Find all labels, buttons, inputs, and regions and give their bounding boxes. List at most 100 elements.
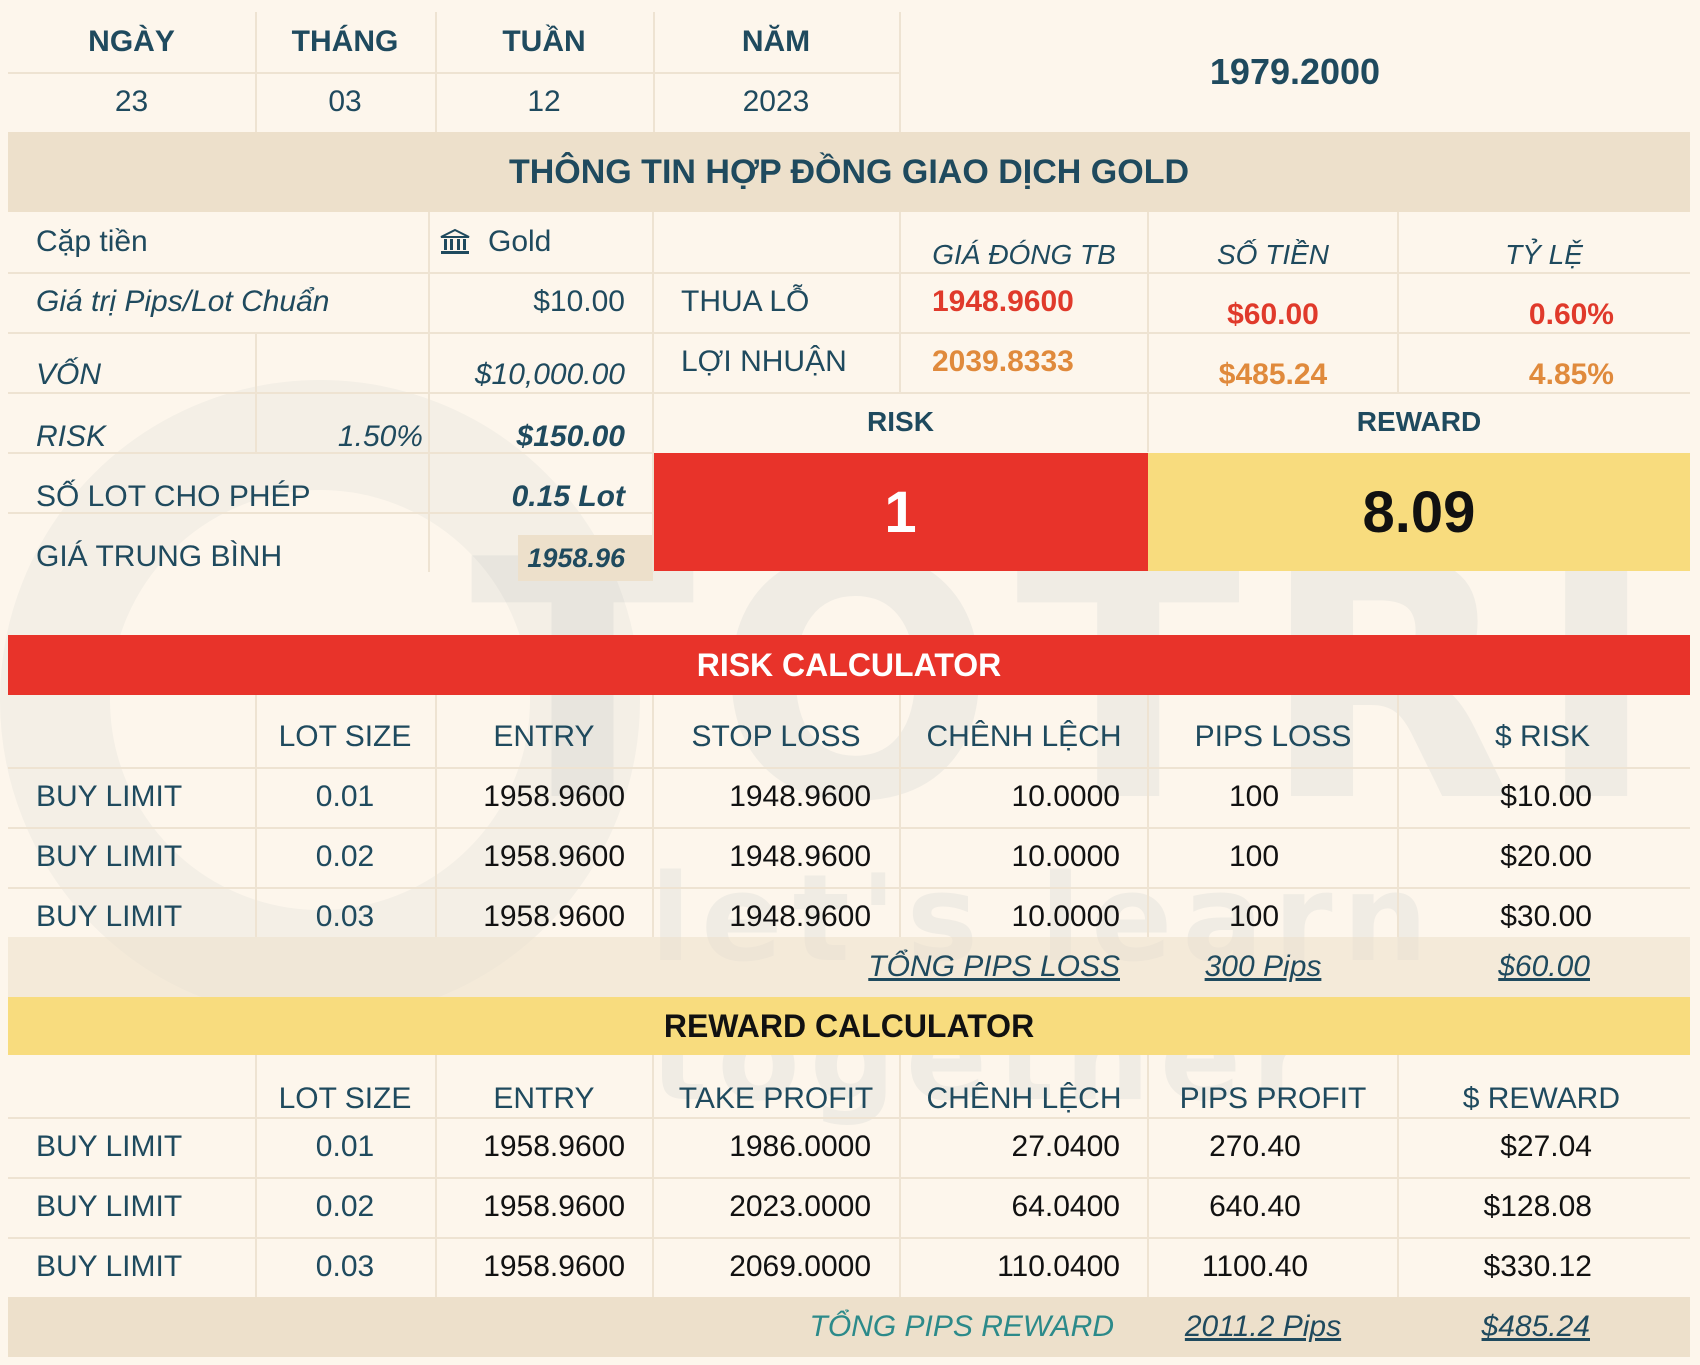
week-value[interactable]: 12 (527, 85, 561, 118)
average-price-value: 1958.96 (518, 535, 653, 581)
grid-line (8, 827, 1690, 829)
average-price-label: GIÁ TRUNG BÌNH (36, 540, 283, 573)
grid-line (8, 512, 653, 514)
risk-row-1-type[interactable]: BUY LIMIT (36, 780, 183, 813)
grid-line (899, 1055, 901, 1297)
reward-calculator-title: REWARD CALCULATOR (663, 1007, 1035, 1044)
grid-line (1147, 212, 1149, 452)
grid-line (428, 212, 430, 572)
risk-row-2-diff: 10.0000 (1011, 840, 1120, 873)
risk-row-3-diff: 10.0000 (1011, 900, 1120, 933)
reward-entry-header: ENTRY (493, 1082, 595, 1115)
risk-row-1-sl[interactable]: 1948.9600 (729, 780, 871, 813)
grid-line (8, 767, 1690, 769)
risk-row-2-sl[interactable]: 1948.9600 (729, 840, 871, 873)
pair-value-cell[interactable]: Gold (428, 212, 653, 272)
grid-line (255, 1055, 257, 1297)
risk-row-2-entry[interactable]: 1958.9600 (483, 840, 625, 873)
grid-line (8, 72, 900, 74)
ratio-header: TỶ LỆ (1505, 238, 1583, 270)
risk-row-1-entry[interactable]: 1958.9600 (483, 780, 625, 813)
grid-line (255, 12, 257, 132)
grid-line (8, 452, 653, 454)
risk-row-3-lot[interactable]: 0.03 (315, 900, 375, 933)
reward-ratio-box: 8.09 (1148, 453, 1690, 571)
risk-entry-header: ENTRY (493, 720, 595, 753)
total-pips-loss-value: 300 Pips (1204, 950, 1322, 983)
risk-ratio-box: 1 (653, 453, 1148, 571)
risk-row-2-lot[interactable]: 0.02 (315, 840, 375, 873)
reward-ratio-value: 8.09 (1362, 479, 1476, 545)
pair-value: Gold (488, 225, 552, 258)
risk-row-3-amount: $30.00 (1500, 900, 1592, 933)
year-value[interactable]: 2023 (742, 85, 810, 118)
grid-line (1397, 212, 1399, 392)
dollar-risk-header: $ RISK (1494, 720, 1590, 753)
contract-info-title-band: THÔNG TIN HỢP ĐỒNG GIAO DỊCH GOLD (8, 132, 1690, 212)
day-value[interactable]: 23 (114, 85, 149, 118)
risk-calculator-band: RISK CALCULATOR (8, 635, 1690, 695)
risk-row-2-amount: $20.00 (1500, 840, 1592, 873)
profit-amount: $485.24 (1218, 358, 1328, 391)
grid-line (1147, 1055, 1149, 1297)
contract-info-title: THÔNG TIN HỢP ĐỒNG GIAO DỊCH GOLD (508, 152, 1190, 191)
grid-line (899, 12, 901, 132)
current-price[interactable]: 1979.2000 (1209, 51, 1381, 92)
reward-row-1-tp[interactable]: 1986.0000 (729, 1130, 871, 1163)
loss-percent: 0.60% (1528, 298, 1614, 331)
reward-row-3-type[interactable]: BUY LIMIT (36, 1250, 183, 1283)
risk-row-2-pips: 100 (1228, 840, 1280, 873)
reward-row-2-lot[interactable]: 0.02 (315, 1190, 375, 1223)
grid-line (899, 212, 901, 392)
grid-line (8, 272, 1690, 274)
risk-amount: $150.00 (516, 420, 625, 453)
risk-row-3-type[interactable]: BUY LIMIT (36, 900, 183, 933)
grid-line (652, 695, 654, 937)
capital-value[interactable]: $10,000.00 (474, 357, 625, 391)
grid-line (435, 12, 437, 132)
risk-row-3-sl[interactable]: 1948.9600 (729, 900, 871, 933)
reward-row-2-tp[interactable]: 2023.0000 (729, 1190, 871, 1223)
risk-ratio-value: 1 (884, 479, 917, 545)
reward-row-2-pips: 640.40 (1209, 1190, 1301, 1223)
reward-row-3-entry[interactable]: 1958.9600 (483, 1250, 625, 1283)
month-value[interactable]: 03 (328, 85, 362, 118)
reward-row-3-lot[interactable]: 0.03 (315, 1250, 375, 1283)
allowed-lot-value: 0.15 Lot (511, 480, 625, 513)
risk-lot-size-header: LOT SIZE (278, 720, 412, 753)
total-pips-reward-value: 2011.2 Pips (1184, 1310, 1342, 1343)
reward-total-band (8, 1297, 1690, 1357)
pips-loss-header: PIPS LOSS (1194, 720, 1352, 753)
allowed-lot-label: SỐ LOT CHO PHÉP (36, 480, 311, 513)
grid-line (1147, 695, 1149, 937)
bank-icon (440, 228, 470, 254)
risk-row-2-type[interactable]: BUY LIMIT (36, 840, 183, 873)
loss-amount: $60.00 (1227, 298, 1319, 331)
risk-row-1-lot[interactable]: 0.01 (315, 780, 375, 813)
pip-value[interactable]: $10.00 (533, 285, 625, 318)
grid-line (1397, 695, 1399, 937)
dollar-reward-header: $ REWARD (1462, 1082, 1620, 1115)
grid-line (899, 695, 901, 937)
risk-label: RISK (36, 420, 107, 453)
risk-row-3-pips: 100 (1228, 900, 1280, 933)
pip-value-label: Giá trị Pips/Lot Chuẩn (36, 285, 330, 318)
grid-line (8, 332, 1690, 334)
reward-row-2-type[interactable]: BUY LIMIT (36, 1190, 183, 1223)
stop-loss-header: STOP LOSS (691, 720, 861, 753)
reward-row-1-entry[interactable]: 1958.9600 (483, 1130, 625, 1163)
grid-line (255, 695, 257, 937)
grid-line (8, 1117, 1690, 1119)
reward-lot-size-header: LOT SIZE (278, 1082, 412, 1115)
grid-line (8, 392, 1690, 394)
capital-label: VỐN (36, 357, 102, 391)
risk-percent[interactable]: 1.50% (337, 420, 423, 453)
reward-row-3-tp[interactable]: 2069.0000 (729, 1250, 871, 1283)
grid-line (435, 695, 437, 937)
reward-row-1-lot[interactable]: 0.01 (315, 1130, 375, 1163)
risk-row-3-entry[interactable]: 1958.9600 (483, 900, 625, 933)
year-header: NĂM (741, 25, 811, 58)
reward-row-2-entry[interactable]: 1958.9600 (483, 1190, 625, 1223)
reward-row-1-type[interactable]: BUY LIMIT (36, 1130, 183, 1163)
grid-line (255, 332, 257, 452)
